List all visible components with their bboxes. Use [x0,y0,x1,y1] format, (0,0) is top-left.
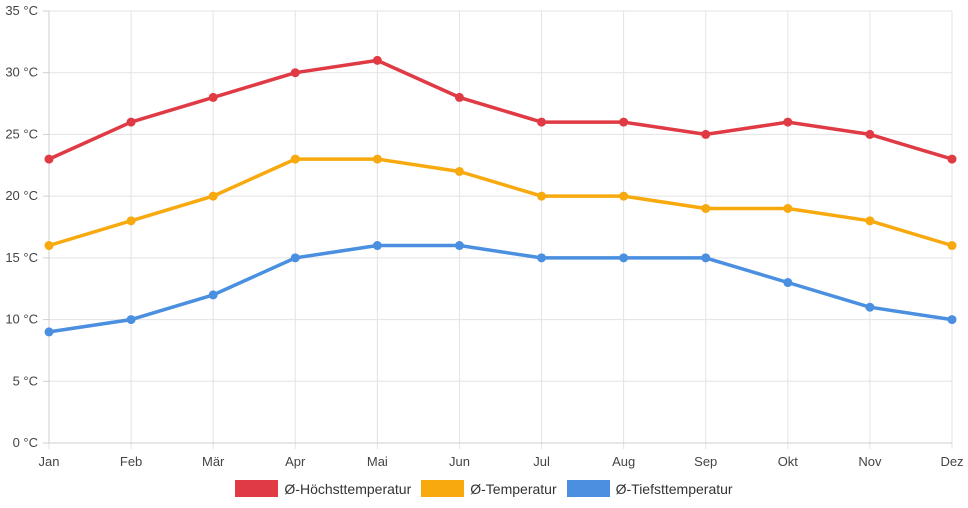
series-1 [44,154,957,251]
series-2 [44,241,957,337]
y-tick-label: 20 °C [5,188,38,203]
data-point[interactable] [947,315,957,325]
legend-item-mean[interactable]: Ø-Temperatur [421,480,557,497]
y-tick-label: 10 °C [5,312,38,327]
data-point[interactable] [537,253,547,263]
x-tick-label: Dez [940,454,963,469]
data-point[interactable] [865,129,875,139]
series-line [48,157,953,248]
legend-item-min[interactable]: Ø-Tiefsttemperatur [566,480,733,497]
x-tick-label: Mai [367,454,388,469]
data-point[interactable] [454,166,464,176]
x-axis: Jan Feb Mär Apr Mai Jun Jul Aug Sep Okt Nov Dez [39,454,964,469]
x-tick-label: Sep [694,454,717,469]
data-point[interactable] [947,154,957,164]
data-point[interactable] [454,92,464,102]
series-line [48,243,953,334]
data-point[interactable] [537,117,547,127]
data-point[interactable] [947,241,957,251]
data-point[interactable] [44,154,54,164]
x-tick-label: Jul [533,454,550,469]
data-point[interactable] [372,241,382,251]
data-point[interactable] [865,216,875,226]
series-group [44,55,957,337]
data-point[interactable] [290,68,300,78]
data-point[interactable] [126,216,136,226]
x-tick-label: Jun [449,454,470,469]
data-point[interactable] [372,154,382,164]
y-tick-label: 5 °C [13,373,38,388]
data-point[interactable] [44,241,54,251]
data-point[interactable] [619,253,629,263]
x-tick-label: Apr [285,454,306,469]
x-tick-label: Mär [202,454,225,469]
data-point[interactable] [619,117,629,127]
series-line [48,58,953,161]
x-tick-label: Okt [778,454,799,469]
legend-label-min: Ø-Tiefsttemperatur [615,480,733,497]
series-0 [44,55,957,164]
x-tick-label: Jan [39,454,60,469]
data-point[interactable] [454,241,464,251]
y-tick-label: 15 °C [5,250,38,265]
data-point[interactable] [208,290,218,300]
data-point[interactable] [783,117,793,127]
legend-swatch-mean [421,480,465,497]
y-tick-label: 35 °C [5,3,38,18]
legend-swatch-max [235,480,279,497]
y-axis: 0 °C 5 °C 10 °C 15 °C 20 °C 25 °C 30 °C 35 °C [5,3,38,450]
x-tick-label: Nov [858,454,882,469]
y-tick-label: 0 °C [13,435,38,450]
data-point[interactable] [44,327,54,337]
data-point[interactable] [701,253,711,263]
y-tick-label: 25 °C [5,126,38,141]
y-tick-label: 30 °C [5,65,38,80]
data-point[interactable] [372,55,382,65]
data-point[interactable] [783,203,793,213]
data-point[interactable] [783,278,793,288]
data-point[interactable] [208,191,218,201]
data-point[interactable] [701,129,711,139]
data-point[interactable] [290,253,300,263]
legend-label-max: Ø-Höchsttemperatur [284,480,412,497]
x-tick-label: Aug [612,454,635,469]
legend: Ø-Höchsttemperatur Ø-Temperatur Ø-Tiefst… [0,480,968,497]
data-point[interactable] [619,191,629,201]
data-point[interactable] [208,92,218,102]
legend-swatch-min [566,480,610,497]
legend-item-max[interactable]: Ø-Höchsttemperatur [235,480,411,497]
data-point[interactable] [290,154,300,164]
data-point[interactable] [865,302,875,312]
data-point[interactable] [126,117,136,127]
legend-label-mean: Ø-Temperatur [470,480,557,497]
x-tick-label: Feb [120,454,142,469]
data-point[interactable] [701,203,711,213]
grid [43,10,953,449]
data-point[interactable] [537,191,547,201]
data-point[interactable] [126,315,136,325]
